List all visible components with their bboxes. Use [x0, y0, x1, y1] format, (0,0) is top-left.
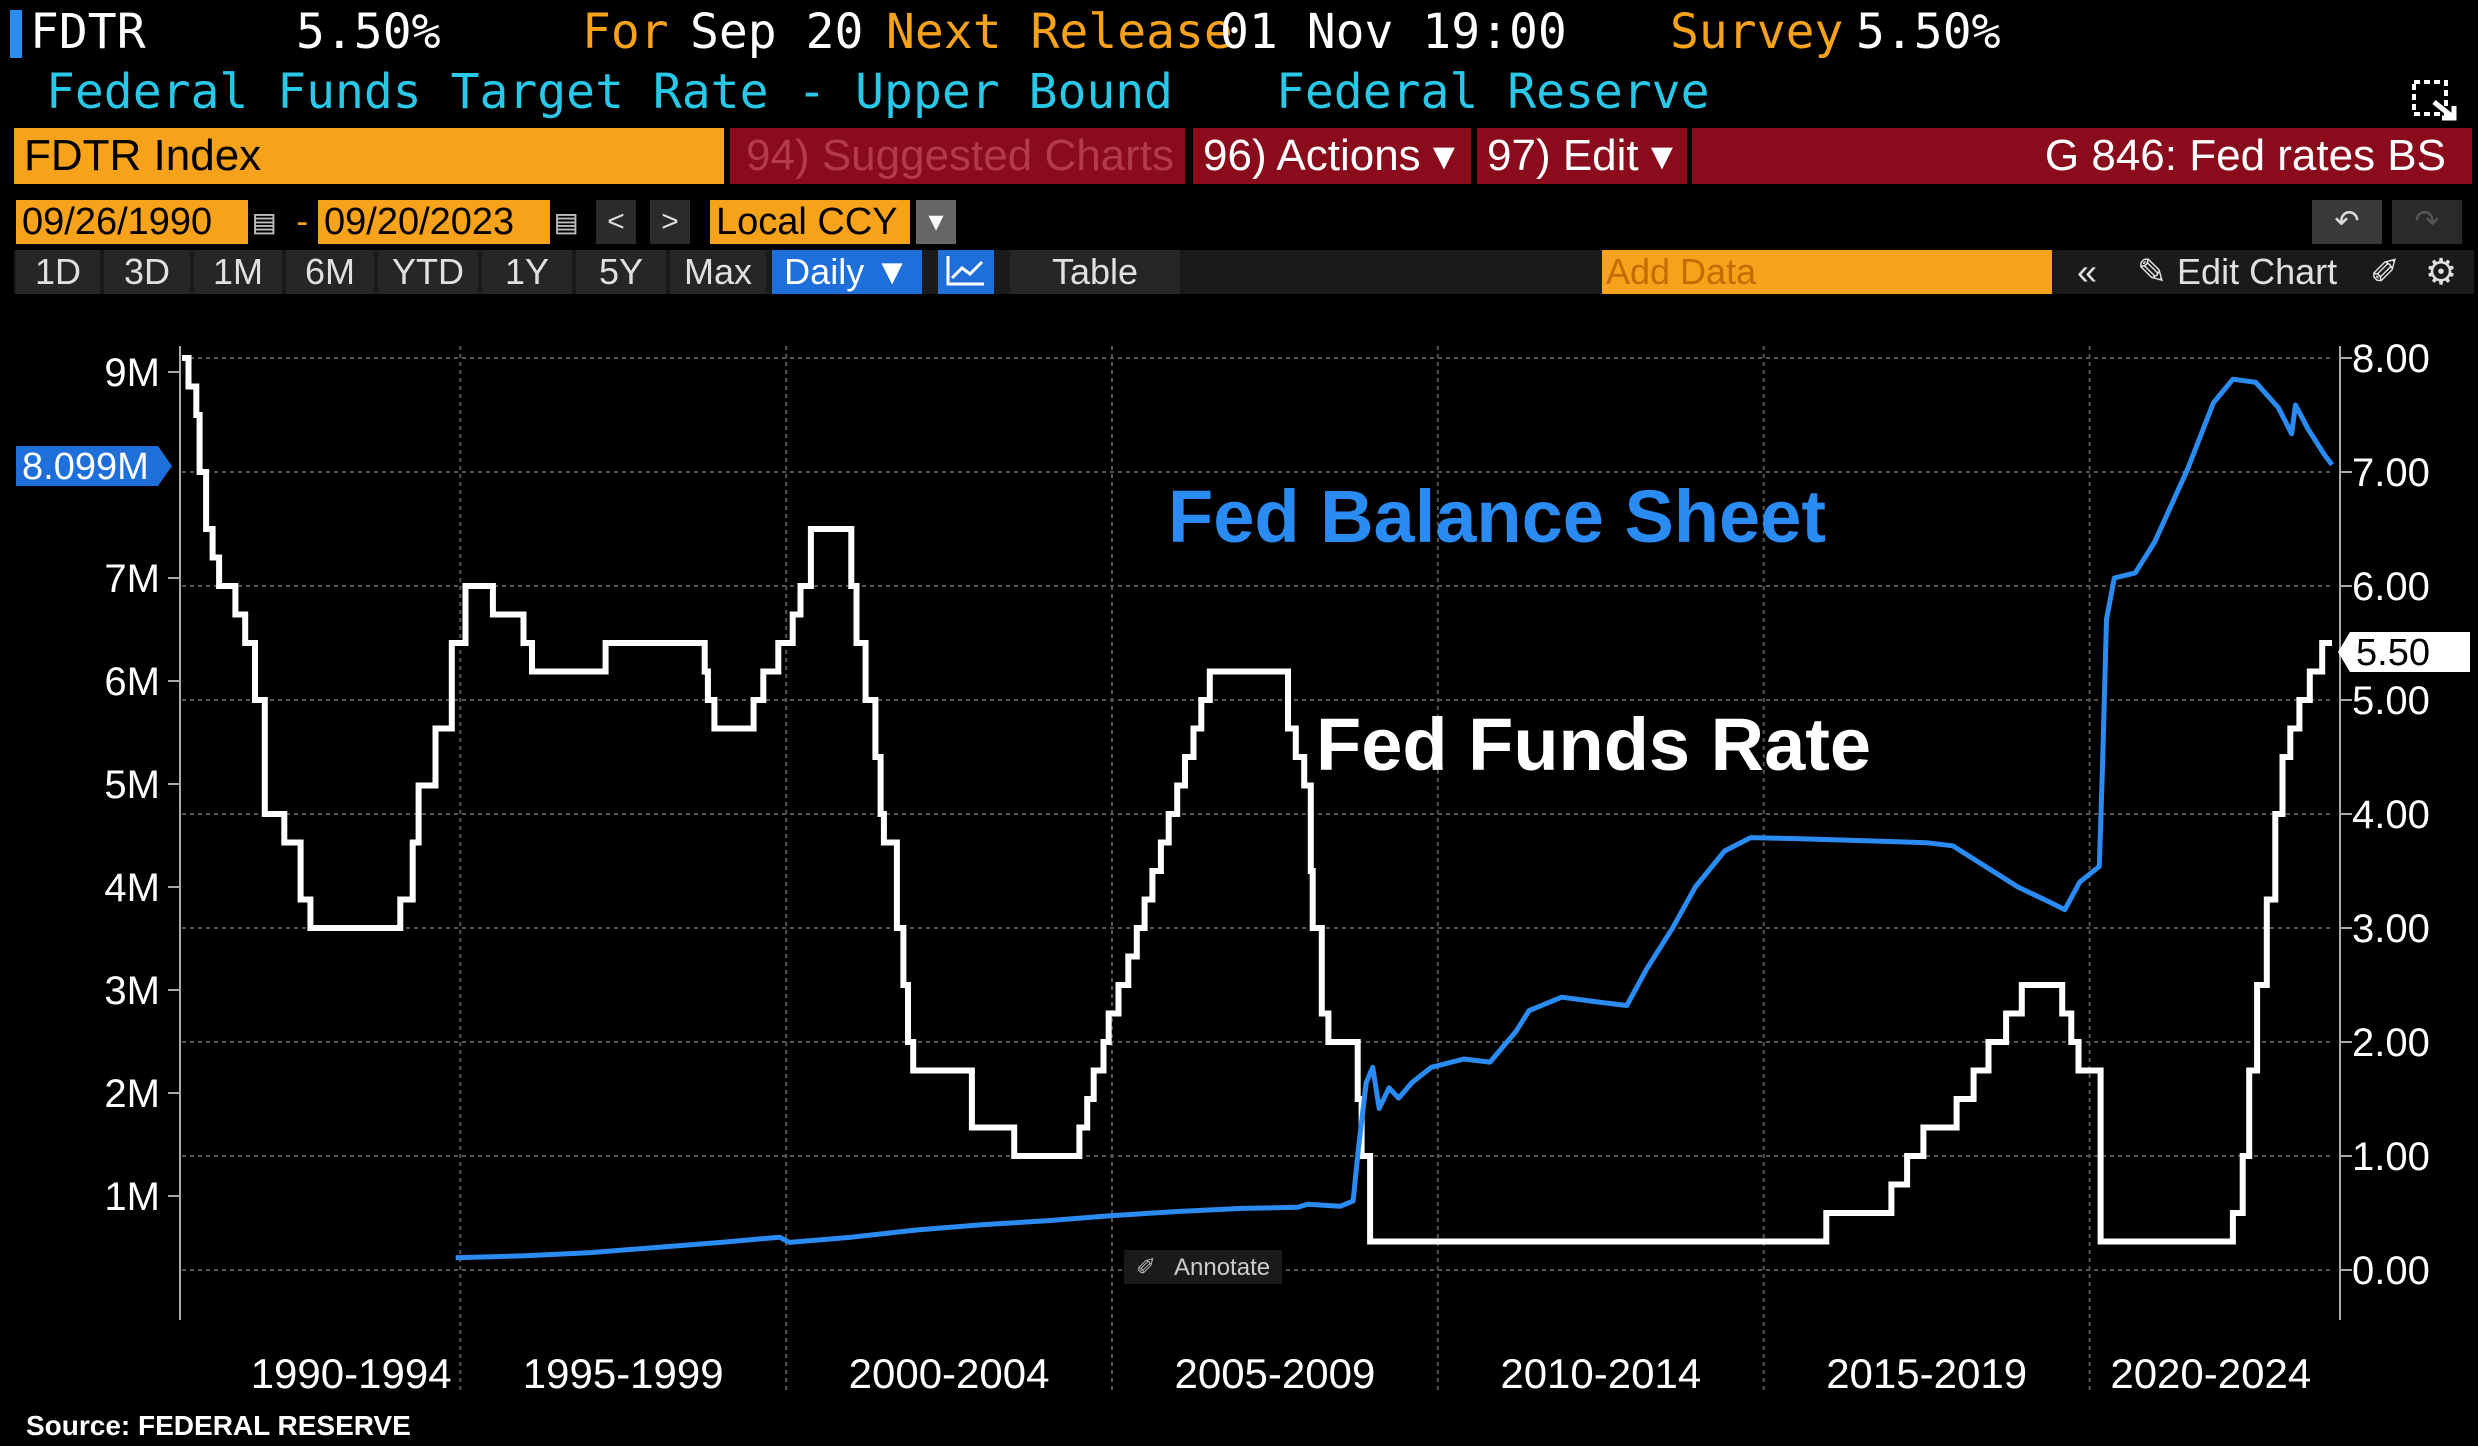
ticker-color-marker: [10, 10, 22, 58]
left-tick-label: 2M: [104, 1072, 160, 1116]
fed-funds-rate-line: [182, 355, 2332, 1245]
left-tick-label: 5M: [104, 763, 160, 807]
edit-menu[interactable]: 97) Edit ▾: [1477, 128, 1687, 184]
survey-value: 5.50%: [1856, 4, 2001, 60]
x-tick-label: 2000-2004: [849, 1350, 1050, 1397]
current-value-right-label: 5.50: [2356, 632, 2430, 674]
annotate-label: Annotate: [1174, 1254, 1270, 1281]
calendar-icon[interactable]: ▤: [254, 202, 275, 242]
edit-chart-label: Edit Chart: [2177, 251, 2338, 292]
for-label: For: [582, 4, 669, 60]
undo-icon[interactable]: ↶: [2312, 200, 2382, 244]
chart-area: 1M 2M 3M 4M 5M 6M 7M 9M 0.00 1.00 2.00 3.00 4.00 5.0…: [16, 337, 2470, 1397]
edit-chart-button[interactable]: ✎ Edit Chart: [2122, 250, 2352, 294]
x-tick-label: 2010-2014: [1500, 1350, 1701, 1397]
suggested-charts-button[interactable]: 94) Suggested Charts: [730, 128, 1185, 184]
current-value-left-tag: 8.099M: [16, 446, 172, 488]
x-tick-label: 2015-2019: [1826, 1350, 2027, 1397]
currency-dropdown-icon[interactable]: ▾: [916, 200, 956, 244]
pencil-icon: ✐: [1136, 1254, 1156, 1281]
frequency-select[interactable]: Daily ▼: [772, 250, 922, 294]
redo-icon[interactable]: ↷: [2392, 200, 2462, 244]
right-tick-label: 3.00: [2352, 907, 2430, 951]
x-tick-label: 2005-2009: [1174, 1350, 1375, 1397]
fed-balance-sheet-line: [455, 376, 2334, 1261]
right-tick-label: 4.00: [2352, 793, 2430, 837]
range-6m[interactable]: 6M: [286, 250, 374, 294]
left-tick-label: 9M: [104, 351, 160, 395]
source-name: Federal Reserve: [1276, 64, 1710, 120]
last-value: 5.50%: [296, 4, 441, 60]
right-tick-label: 0.00: [2352, 1249, 2430, 1293]
range-5y[interactable]: 5Y: [576, 250, 666, 294]
current-value-left-label: 8.099M: [22, 446, 149, 488]
current-value-right-tag: 5.50: [2338, 632, 2470, 674]
security-description: Federal Funds Target Rate - Upper Bound: [46, 64, 1174, 120]
range-1m[interactable]: 1M: [194, 250, 282, 294]
x-tick-label: 1995-1999: [523, 1350, 724, 1397]
gear-icon[interactable]: ⚙: [2416, 250, 2466, 294]
range-3d[interactable]: 3D: [104, 250, 190, 294]
prev-period-button[interactable]: <: [596, 200, 636, 244]
range-1d[interactable]: 1D: [16, 250, 100, 294]
table-button[interactable]: Table: [1010, 250, 1180, 294]
popout-icon[interactable]: [2410, 72, 2460, 122]
annotate-button[interactable]: ✐ Annotate: [1124, 1250, 1282, 1284]
line-chart-icon[interactable]: [938, 250, 994, 294]
next-release-label: Next Release: [886, 4, 1233, 60]
right-tick-label: 2.00: [2352, 1021, 2430, 1065]
range-ytd[interactable]: YTD: [378, 250, 478, 294]
left-tick-label: 3M: [104, 969, 160, 1013]
x-tick-label: 1990-1994: [251, 1350, 452, 1397]
annotation-balance-sheet: Fed Balance Sheet: [1168, 475, 1826, 558]
edit-pencil-icon[interactable]: ✐: [2360, 250, 2410, 294]
actions-menu[interactable]: 96) Actions ▾: [1193, 128, 1471, 184]
next-release-value: 01 Nov 19:00: [1220, 4, 1567, 60]
right-tick-label: 8.00: [2352, 337, 2430, 381]
end-date-input[interactable]: 09/20/2023: [318, 200, 550, 244]
left-tick-label: 7M: [104, 557, 160, 601]
source-footer: Source: FEDERAL RESERVE: [26, 1410, 411, 1441]
left-tick-label: 1M: [104, 1175, 160, 1219]
right-tick-label: 7.00: [2352, 451, 2430, 495]
range-1y[interactable]: 1Y: [482, 250, 572, 294]
right-tick-label: 1.00: [2352, 1135, 2430, 1179]
x-tick-label: 2020-2024: [2110, 1350, 2311, 1397]
range-max[interactable]: Max: [670, 250, 766, 294]
calendar-icon[interactable]: ▤: [556, 202, 577, 242]
left-tick-label: 6M: [104, 660, 160, 704]
next-period-button[interactable]: >: [650, 200, 690, 244]
for-date: Sep 20: [690, 4, 864, 60]
security-input[interactable]: FDTR Index: [14, 128, 724, 184]
right-tick-label: 6.00: [2352, 565, 2430, 609]
ticker-symbol: FDTR: [30, 4, 146, 60]
collapse-icon[interactable]: «: [2062, 250, 2112, 294]
currency-select[interactable]: Local CCY: [710, 200, 910, 244]
chart-id: G 846: Fed rates BS: [1692, 128, 2472, 184]
left-tick-label: 4M: [104, 866, 160, 910]
add-data-input[interactable]: Add Data: [1602, 250, 2052, 294]
date-separator: -: [292, 202, 313, 242]
annotation-fed-funds: Fed Funds Rate: [1316, 703, 1871, 786]
right-tick-label: 5.00: [2352, 679, 2430, 723]
start-date-input[interactable]: 09/26/1990: [16, 200, 248, 244]
survey-label: Survey: [1670, 4, 1844, 60]
